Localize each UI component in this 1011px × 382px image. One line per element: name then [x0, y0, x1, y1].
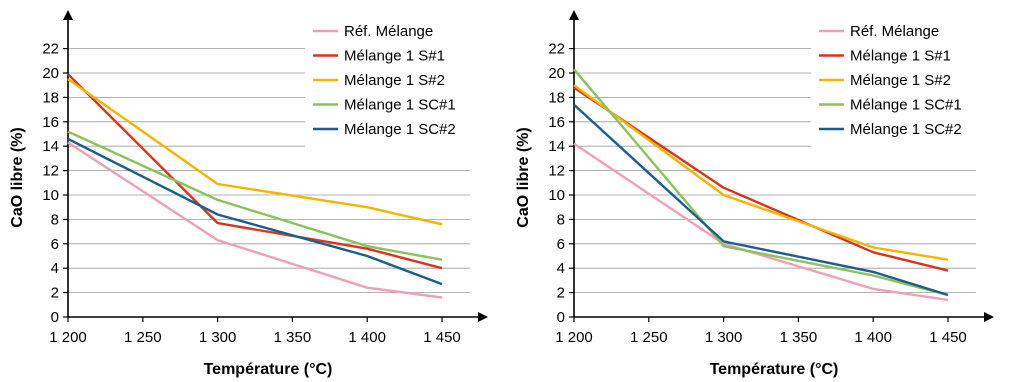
y-tick-label: 16 — [548, 114, 565, 131]
x-axis-arrow — [984, 312, 994, 322]
y-axis-arrow — [63, 10, 73, 20]
legend-background — [305, 14, 485, 149]
y-tick-label: 0 — [557, 309, 565, 326]
x-tick-label: 1 400 — [854, 329, 892, 346]
legend-label: Mélange 1 SC#1 — [850, 97, 962, 114]
series-line-4 — [573, 68, 949, 297]
line-chart-left: 0 2 4 6 8 10 12 14 16 18 20 22 1 200 1 250 1 300 1 350 1… — [9, 10, 488, 378]
legend-label: Mélange 1 S#1 — [850, 48, 951, 65]
y-axis-title: CaO libre (%) — [515, 127, 532, 227]
series-line-3 — [573, 84, 949, 261]
y-tick-label: 20 — [42, 65, 59, 82]
x-tick-label: 1 300 — [199, 329, 237, 346]
y-tick-label: 12 — [548, 163, 565, 180]
chart-panel-left: 0 2 4 6 8 10 12 14 16 18 20 22 1 200 1 250 1 300 1 350 1… — [0, 0, 505, 382]
y-tick-label: 22 — [42, 41, 59, 58]
y-tick-label: 18 — [42, 89, 59, 106]
series-line-5 — [573, 103, 949, 297]
legend-label: Mélange 1 S#2 — [850, 72, 951, 89]
x-tick-label: 1 350 — [274, 329, 312, 346]
x-tick-label: 1 200 — [555, 329, 593, 346]
y-tick-label: 6 — [51, 236, 59, 253]
legend-label: Réf. Mélange — [344, 23, 433, 40]
series-line-1 — [67, 141, 443, 299]
x-tick-label: 1 300 — [705, 329, 743, 346]
y-tick-label: 20 — [548, 65, 565, 82]
x-axis-arrow — [478, 312, 488, 322]
y-tick-label: 4 — [51, 260, 59, 277]
legend-label: Mélange 1 SC#2 — [850, 121, 962, 138]
y-axis-arrow — [569, 10, 579, 20]
y-tick-label: 4 — [557, 260, 565, 277]
x-tick-label: 1 450 — [929, 329, 967, 346]
y-tick-label: 10 — [42, 187, 59, 204]
y-tick-label: 8 — [557, 211, 565, 228]
y-axis-title: CaO libre (%) — [9, 127, 26, 227]
y-tick-label: 14 — [548, 138, 565, 155]
legend: Réf. Mélange Mélange 1 S#1 Mélange 1 S#2 Mé… — [811, 14, 991, 149]
legend-label: Mélange 1 SC#2 — [344, 121, 456, 138]
x-tick-label: 1 350 — [780, 329, 818, 346]
chart-panel-right: 0 2 4 6 8 10 12 14 16 18 20 22 1 200 1 250 1 300 1 350 1… — [506, 0, 1011, 382]
legend-label: Réf. Mélange — [850, 23, 939, 40]
y-tick-label: 2 — [51, 285, 59, 302]
y-tick-label: 6 — [557, 236, 565, 253]
legend-label: Mélange 1 S#2 — [344, 72, 445, 89]
series-line-4 — [67, 130, 443, 261]
legend: Réf. Mélange Mélange 1 S#1 Mélange 1 S#2 Mé… — [305, 14, 485, 149]
y-tick-label: 14 — [42, 138, 59, 155]
x-tick-label: 1 450 — [423, 329, 461, 346]
legend-background — [811, 14, 991, 149]
x-axis-title: Température (°C) — [710, 361, 839, 378]
y-tick-label: 16 — [42, 114, 59, 131]
series-line-3 — [67, 78, 443, 226]
x-tick-label: 1 250 — [630, 329, 668, 346]
legend-label: Mélange 1 SC#1 — [344, 97, 456, 114]
y-tick-label: 10 — [548, 187, 565, 204]
y-tick-label: 0 — [51, 309, 59, 326]
y-tick-label: 12 — [42, 163, 59, 180]
x-axis-title: Température (°C) — [204, 361, 333, 378]
gridlines — [574, 48, 976, 294]
y-tick-label: 18 — [548, 89, 565, 106]
x-tick-label: 1 250 — [124, 329, 162, 346]
y-tick-label: 8 — [51, 211, 59, 228]
legend-label: Mélange 1 S#1 — [344, 48, 445, 65]
series-line-1 — [573, 142, 949, 302]
series-line-5 — [67, 137, 443, 286]
line-chart-right: 0 2 4 6 8 10 12 14 16 18 20 22 1 200 1 250 1 300 1 350 1… — [515, 10, 994, 378]
y-tick-label: 2 — [557, 285, 565, 302]
x-tick-label: 1 400 — [348, 329, 386, 346]
x-tick-label: 1 200 — [49, 329, 87, 346]
y-tick-label: 22 — [548, 41, 565, 58]
